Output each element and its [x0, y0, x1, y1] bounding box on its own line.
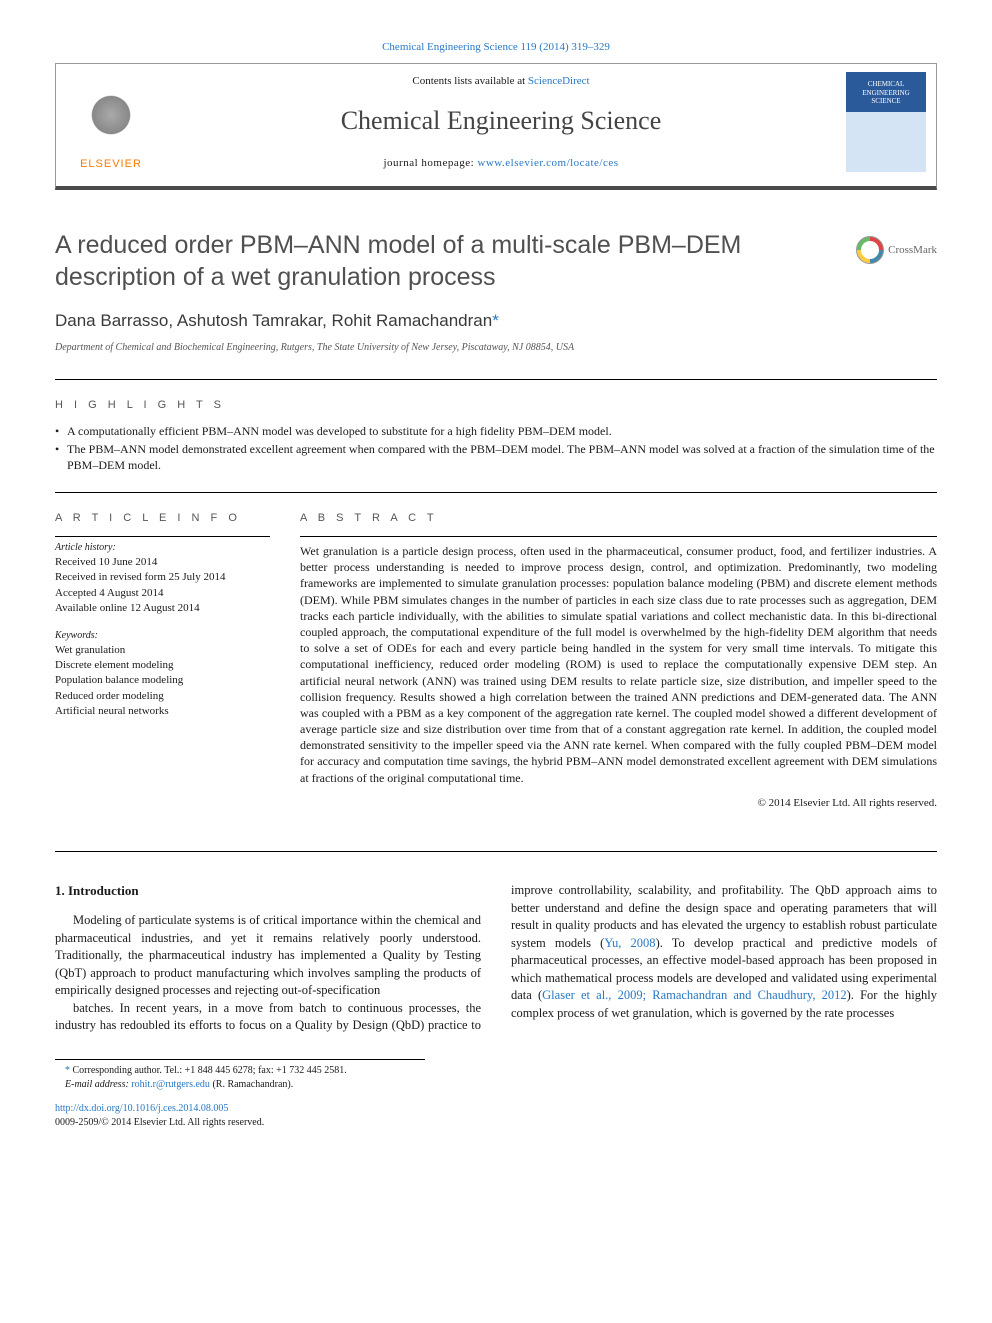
star-icon: *: [65, 1065, 70, 1076]
highlight-item: A computationally efficient PBM–ANN mode…: [55, 423, 937, 439]
citation-link[interactable]: Chemical Engineering Science 119 (2014) …: [382, 41, 610, 53]
cover-line3: SCIENCE: [871, 97, 900, 105]
cover-line1: CHEMICAL: [868, 80, 905, 88]
article-title: A reduced order PBM–ANN model of a multi…: [55, 230, 836, 293]
cover-line2: ENGINEERING: [862, 89, 909, 97]
sciencedirect-link[interactable]: ScienceDirect: [528, 75, 590, 87]
online-date: Available online 12 August 2014: [55, 601, 270, 616]
journal-header: ELSEVIER Contents lists available at Sci…: [55, 63, 937, 190]
contents-line: Contents lists available at ScienceDirec…: [156, 74, 846, 89]
citation-header: Chemical Engineering Science 119 (2014) …: [55, 40, 937, 55]
email-link[interactable]: rohit.r@rutgers.edu: [131, 1079, 210, 1090]
citation-link-glaser[interactable]: Glaser et al., 2009; Ramachandran and Ch…: [542, 988, 846, 1002]
footnotes: * Corresponding author. Tel.: +1 848 445…: [55, 1059, 425, 1092]
homepage-link[interactable]: www.elsevier.com/locate/ces: [477, 157, 618, 169]
history-label: Article history:: [55, 541, 270, 555]
abstract-label: A B S T R A C T: [300, 511, 937, 526]
authors: Dana Barrasso, Ashutosh Tamrakar, Rohit …: [55, 309, 937, 333]
publisher-name: ELSEVIER: [80, 157, 142, 172]
divider: [55, 379, 937, 380]
journal-cover-icon: CHEMICAL ENGINEERING SCIENCE: [846, 72, 926, 172]
accepted-date: Accepted 4 August 2014: [55, 586, 270, 601]
keyword: Reduced order modeling: [55, 689, 270, 704]
highlights-block: A computationally efficient PBM–ANN mode…: [55, 423, 937, 474]
publisher-logo: ELSEVIER: [66, 72, 156, 172]
keyword: Population balance modeling: [55, 673, 270, 688]
email-suffix: (R. Ramachandran).: [210, 1079, 293, 1090]
article-info-label: A R T I C L E I N F O: [55, 511, 270, 526]
homepage-prefix: journal homepage:: [384, 157, 478, 169]
keyword: Wet granulation: [55, 643, 270, 658]
abstract-text: Wet granulation is a particle design pro…: [300, 543, 937, 786]
section-heading-intro: 1. Introduction: [55, 882, 481, 900]
keyword: Artificial neural networks: [55, 704, 270, 719]
crossmark-badge[interactable]: CrossMark: [856, 236, 937, 264]
doi-block: http://dx.doi.org/10.1016/j.ces.2014.08.…: [55, 1102, 937, 1130]
keyword: Discrete element modeling: [55, 658, 270, 673]
corresponding-author-note: * Corresponding author. Tel.: +1 848 445…: [55, 1064, 425, 1078]
corresponding-star-icon: *: [492, 311, 499, 330]
email-label: E-mail address:: [65, 1079, 131, 1090]
issn-line: 0009-2509/© 2014 Elsevier Ltd. All right…: [55, 1117, 264, 1128]
contents-prefix: Contents lists available at: [412, 75, 527, 87]
body-text: 1. Introduction Modeling of particulate …: [55, 882, 937, 1035]
highlights-label: H I G H L I G H T S: [55, 398, 937, 413]
crossmark-icon: [856, 236, 884, 264]
highlight-item: The PBM–ANN model demonstrated excellent…: [55, 441, 937, 473]
corr-text: Corresponding author. Tel.: +1 848 445 6…: [73, 1065, 347, 1076]
body-para: Modeling of particulate systems is of cr…: [55, 912, 481, 1000]
citation-link-yu[interactable]: Yu, 2008: [604, 936, 655, 950]
abstract-copyright: © 2014 Elsevier Ltd. All rights reserved…: [300, 796, 937, 811]
affiliation: Department of Chemical and Biochemical E…: [55, 341, 937, 355]
received-date: Received 10 June 2014: [55, 555, 270, 570]
homepage-line: journal homepage: www.elsevier.com/locat…: [156, 156, 846, 171]
email-line: E-mail address: rohit.r@rutgers.edu (R. …: [55, 1078, 425, 1092]
revised-date: Received in revised form 25 July 2014: [55, 570, 270, 585]
doi-link[interactable]: http://dx.doi.org/10.1016/j.ces.2014.08.…: [55, 1103, 228, 1114]
keywords-label: Keywords:: [55, 629, 270, 643]
journal-name: Chemical Engineering Science: [156, 103, 846, 139]
author-list: Dana Barrasso, Ashutosh Tamrakar, Rohit …: [55, 311, 492, 330]
crossmark-label: CrossMark: [888, 243, 937, 258]
elsevier-tree-icon: [81, 91, 141, 151]
divider: [55, 536, 270, 537]
